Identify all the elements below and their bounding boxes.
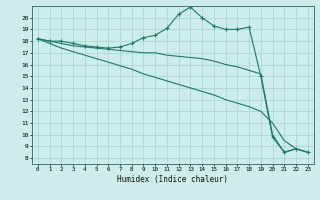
X-axis label: Humidex (Indice chaleur): Humidex (Indice chaleur) — [117, 175, 228, 184]
